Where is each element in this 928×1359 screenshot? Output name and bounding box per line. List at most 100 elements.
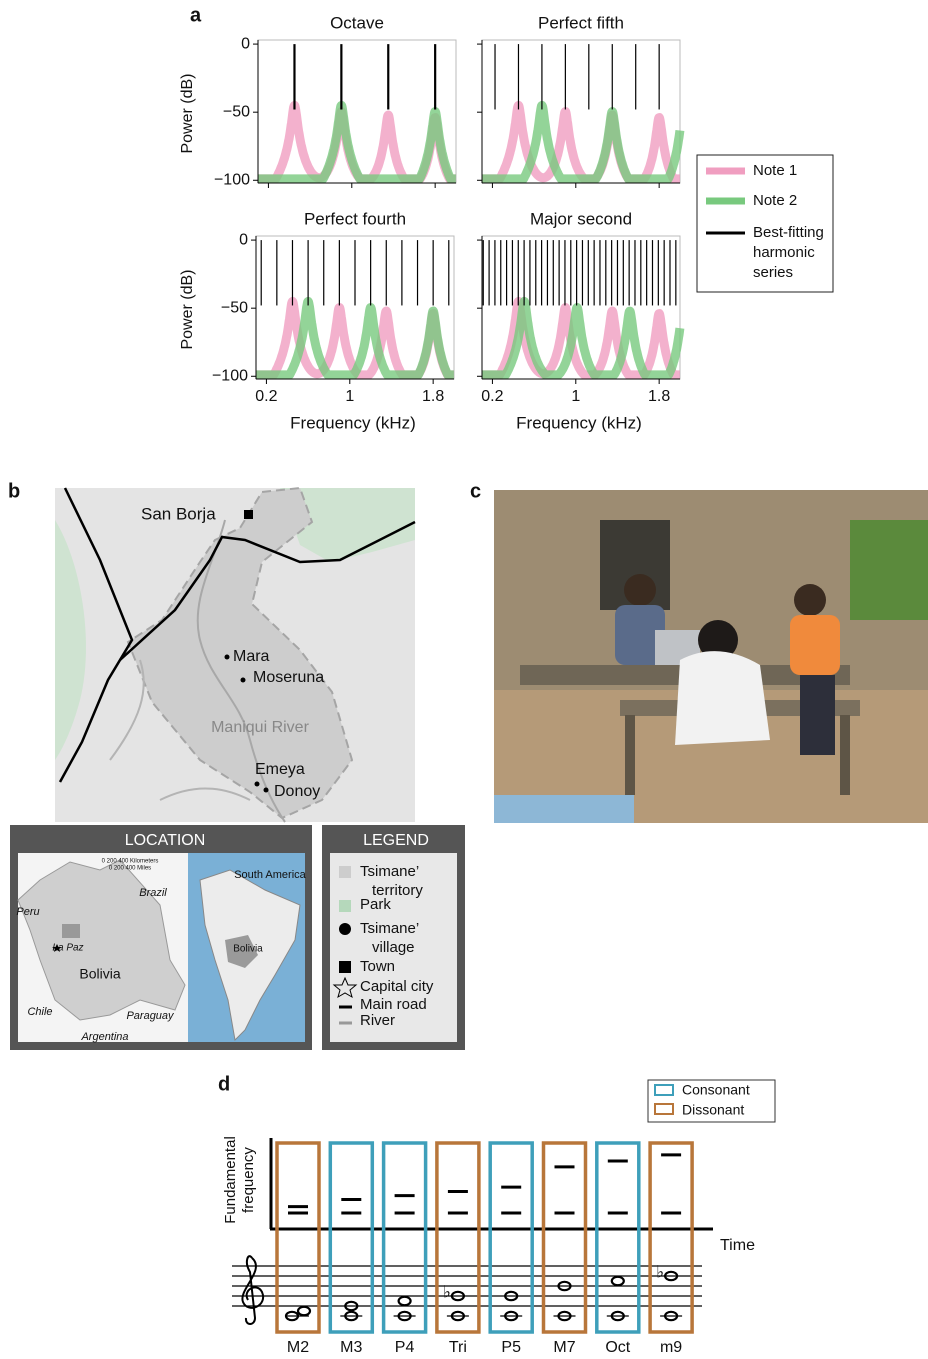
flat-sign: ♭ (656, 1262, 664, 1281)
y-tick-label: −50 (221, 299, 248, 316)
legend-label: River (360, 1012, 395, 1029)
note (612, 1277, 624, 1285)
panel-label: a (190, 4, 202, 26)
legend-label: Tsimane’ (360, 863, 419, 880)
figure: a b c d San Borja Mara Moseruna Maniqui … (0, 0, 928, 1359)
inset-label: 0 200 400 Kilometers (102, 859, 159, 865)
inset-label: Bolivia (79, 966, 120, 982)
panel-label: c (470, 480, 481, 502)
map-label: Maniqui River (211, 719, 309, 736)
legend-label: Dissonant (682, 1102, 744, 1118)
y-tick-label: 0 (241, 35, 250, 52)
legend-label: Best-fitting (753, 224, 824, 241)
plot-title: Perfect fifth (538, 13, 624, 32)
legend-label: series (753, 264, 793, 281)
map-label: Emeya (255, 761, 305, 778)
y-tick-label: −100 (212, 367, 248, 384)
interval-box (597, 1143, 639, 1332)
inset-label: Paraguay (126, 1010, 175, 1022)
interval-box (277, 1143, 319, 1332)
person (675, 651, 770, 745)
bench-leg (625, 715, 635, 795)
plot-title: Major second (530, 209, 632, 228)
interval-box (650, 1143, 692, 1332)
box-title: LOCATION (125, 832, 206, 849)
map-label: Donoy (274, 783, 320, 800)
map-label: Moseruna (253, 669, 324, 686)
legend-label: Note 2 (753, 192, 797, 209)
legend-icon (339, 900, 351, 912)
y-tick-label: −50 (223, 103, 250, 120)
person (624, 574, 656, 606)
interval-label: M7 (553, 1339, 575, 1356)
legend-label: Consonant (682, 1082, 750, 1098)
legend-label: Capital city (360, 978, 434, 995)
spectrum (482, 105, 680, 178)
y-axis-label: Power (dB) (179, 73, 196, 153)
interval-label: M3 (340, 1339, 362, 1356)
inset-label: Brazil (139, 887, 167, 899)
map: San Borja Mara Moseruna Maniqui River Em… (10, 488, 465, 1050)
interval-box (437, 1143, 479, 1332)
legend-label: Note 1 (753, 162, 797, 179)
interval-label: M2 (287, 1339, 309, 1356)
plot-title: Perfect fourth (304, 209, 406, 228)
legend-label: harmonic (753, 244, 815, 261)
y-axis-label: Power (dB) (179, 269, 196, 349)
bench-leg (840, 715, 850, 795)
person (790, 615, 840, 675)
interval-box (544, 1143, 586, 1332)
person (794, 584, 826, 616)
interval-box (384, 1143, 426, 1332)
interval-box (330, 1143, 372, 1332)
interval-label: P4 (395, 1339, 415, 1356)
interval-label: Tri (449, 1339, 467, 1356)
town-marker (244, 510, 253, 519)
person (800, 675, 835, 755)
x-tick-label: 1.8 (422, 388, 444, 405)
inset-label: Bolivia (233, 944, 263, 955)
map-label: Mara (233, 648, 270, 665)
legend-icon (339, 866, 351, 878)
map-label: San Borja (141, 504, 216, 523)
legend-icon (339, 961, 351, 973)
x-tick-label: 1.8 (648, 388, 670, 405)
y-tick-label: 0 (239, 231, 248, 248)
flat-sign: ♭ (443, 1282, 451, 1301)
legend-label: Town (360, 958, 395, 975)
legend-label: village (372, 939, 415, 956)
photo (494, 490, 928, 823)
plot-title: Octave (330, 13, 384, 32)
inset-label: Argentina (80, 1031, 128, 1043)
panel-label: b (8, 480, 20, 502)
y-axis-label: Fundamental (222, 1136, 239, 1224)
y-axis-label: frequency (240, 1147, 257, 1213)
inset-label: Peru (16, 906, 39, 918)
window (850, 520, 928, 620)
x-axis-label: Time (720, 1237, 755, 1254)
blue-tarp (494, 795, 634, 823)
territory-inset (62, 924, 80, 938)
note (298, 1307, 310, 1315)
x-tick-label: 0.2 (481, 388, 503, 405)
interval-box (490, 1143, 532, 1332)
legend-label: Tsimane’ (360, 920, 419, 937)
village-marker (264, 788, 269, 793)
legend-icon (339, 923, 351, 935)
legend-label: Park (360, 896, 391, 913)
note (399, 1297, 411, 1305)
inset-label: Chile (27, 1006, 52, 1018)
interval-label: m9 (660, 1339, 682, 1356)
box-title: LEGEND (363, 832, 429, 849)
panel-label: d (218, 1073, 230, 1095)
inset-label: 0 200 400 Miles (109, 866, 151, 872)
x-tick-label: 1 (571, 388, 580, 405)
x-axis-label: Frequency (kHz) (516, 413, 642, 432)
inset-label: South America (234, 869, 306, 881)
village-marker (225, 655, 230, 660)
x-axis-label: Frequency (kHz) (290, 413, 416, 432)
legend-label: Main road (360, 996, 427, 1013)
interval-label: P5 (501, 1339, 521, 1356)
y-tick-label: −100 (214, 171, 250, 188)
interval-label: Oct (605, 1339, 630, 1356)
